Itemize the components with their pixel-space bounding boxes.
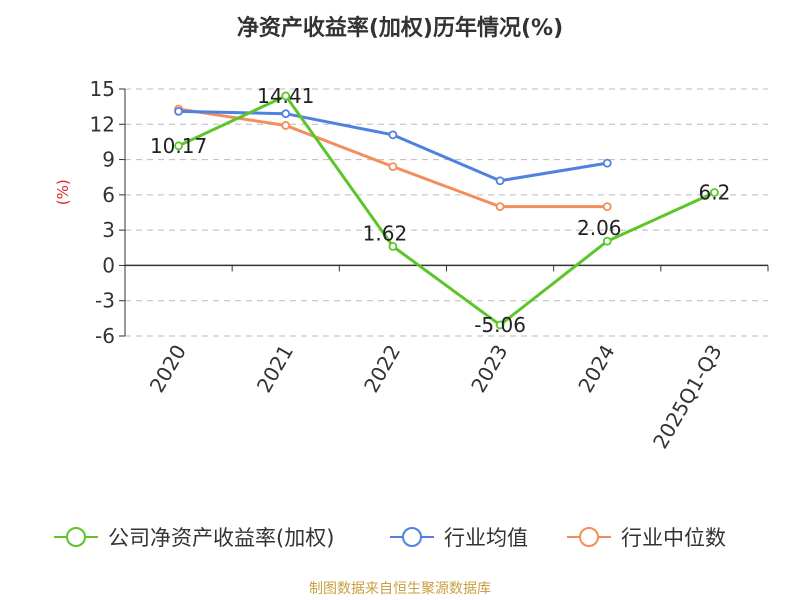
data-label: -5.06 (474, 313, 526, 337)
data-point (495, 202, 505, 212)
source-footer: 制图数据来自恒生聚源数据库 (309, 581, 491, 597)
legend-label: 行业中位数 (621, 526, 726, 550)
data-point (388, 130, 398, 140)
y-tick-label: 0 (102, 253, 115, 277)
x-tick-label: 2020 (145, 341, 191, 397)
data-label: 6.2 (699, 181, 731, 205)
legend-label: 行业均值 (444, 526, 528, 550)
data-point (602, 202, 612, 212)
data-point (602, 236, 612, 246)
series-line (177, 94, 716, 327)
data-point (495, 176, 505, 186)
data-point (710, 188, 719, 197)
data-point (281, 109, 291, 119)
y-tick-label: -6 (95, 324, 115, 348)
legend-marker (579, 527, 599, 547)
data-point (281, 121, 291, 130)
data-label: 14.41 (257, 84, 314, 108)
legend-marker (66, 527, 86, 547)
y-tick-label: 12 (90, 112, 115, 136)
data-point (602, 158, 612, 168)
legend: 公司净资产收益率(加权) 行业均值 行业中位数 (54, 526, 726, 550)
y-axis-label: (%) (54, 179, 72, 205)
x-tick-label: 2022 (359, 341, 405, 397)
legend-marker (402, 527, 422, 547)
data-point (388, 162, 398, 172)
x-tick-label: 2024 (573, 341, 619, 397)
y-tick-label: 9 (102, 148, 115, 172)
data-point (388, 241, 398, 251)
chart-title: 净资产收益率(加权)历年情况(%) (236, 16, 564, 41)
data-label: 1.62 (363, 221, 408, 245)
x-tick-label: 2025Q1-Q3 (648, 341, 727, 453)
data-point (281, 91, 291, 101)
x-tick-label: 2023 (466, 341, 512, 397)
data-point (495, 320, 505, 330)
y-tick-label: 3 (102, 218, 115, 242)
data-labels: 10.17 14.41 1.62 -5.06 2.06 6.2 (150, 84, 730, 337)
series-line (178, 107, 608, 209)
data-point (174, 141, 183, 151)
y-tick-label: -3 (95, 289, 115, 313)
series-layer (174, 91, 719, 330)
y-tick-label: 15 (90, 77, 115, 101)
x-tick-label: 2021 (252, 341, 298, 397)
legend-label: 公司净资产收益率(加权) (108, 526, 334, 550)
grid-lines (125, 88, 768, 337)
y-tick-label: 6 (102, 183, 115, 207)
data-label: 10.17 (150, 134, 207, 158)
data-point (174, 106, 183, 116)
data-label: 2.06 (577, 216, 622, 240)
